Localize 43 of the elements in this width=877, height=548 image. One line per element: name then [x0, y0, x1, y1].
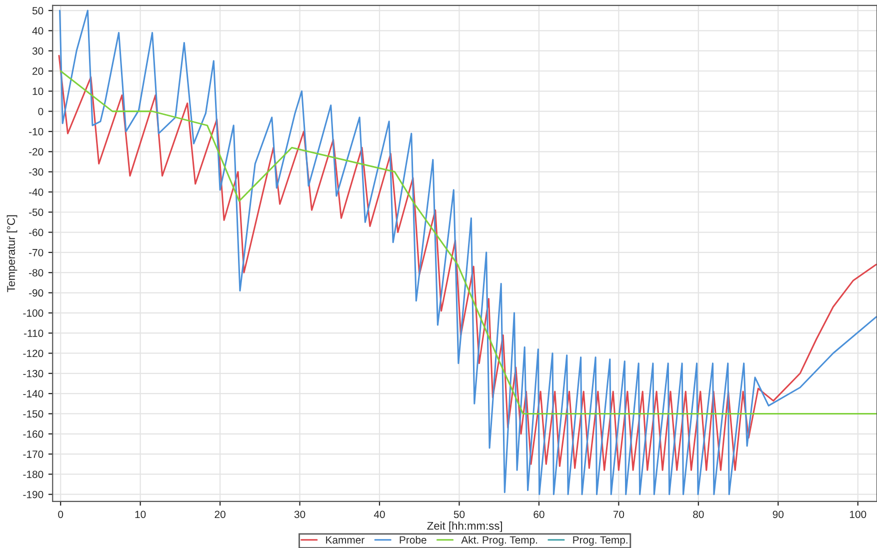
x-tick-label: 100	[850, 510, 866, 518]
x-tick-label: 50	[454, 510, 465, 518]
y-tick-label: -190	[23, 490, 44, 498]
x-tick-label: 90	[772, 510, 784, 518]
legend-label: Probe	[400, 536, 426, 544]
x-tick-label: 0	[58, 510, 64, 518]
legend-label: Prog. Temp.	[573, 536, 628, 546]
y-tick-label: 0	[38, 108, 44, 116]
y-tick-label: 20	[32, 68, 44, 75]
line-series	[60, 70, 877, 414]
y-tick-label: -40	[29, 188, 44, 196]
y-axis-title: Temperatur [°C]	[6, 215, 18, 292]
legend-label: Kammer	[326, 536, 364, 544]
x-tick-label: 20	[214, 510, 226, 518]
y-tick-label: -180	[23, 470, 44, 478]
y-tick-label: -70	[29, 248, 44, 256]
y-tick-label: -60	[29, 228, 44, 236]
y-tick-label: -150	[23, 410, 44, 418]
y-tick-label: -120	[23, 350, 44, 358]
y-tick-label: 50	[32, 7, 44, 14]
x-axis-title: Zeit [hh:mm:ss]	[427, 522, 502, 532]
y-tick-label: -20	[29, 148, 44, 156]
y-tick-label: -160	[23, 430, 44, 438]
x-tick-label: 80	[693, 510, 704, 518]
y-tick-label: -130	[23, 370, 44, 378]
x-tick-label: 40	[374, 510, 385, 518]
x-tick-label: 70	[613, 510, 624, 518]
x-tick-label: 10	[135, 510, 146, 518]
y-tick-label: -30	[29, 168, 44, 176]
legend-label: Akt. Prog. Temp.	[461, 536, 538, 546]
y-tick-label: -140	[23, 390, 44, 398]
y-tick-label: -50	[29, 208, 44, 216]
x-tick-label: 60	[534, 510, 544, 518]
y-tick-label: -100	[23, 309, 44, 317]
y-tick-label: -110	[24, 330, 44, 337]
y-tick-label: 30	[32, 47, 44, 55]
y-tick-label: -10	[29, 128, 44, 136]
y-tick-label: -90	[29, 289, 44, 297]
y-tick-label: -170	[23, 450, 44, 458]
y-tick-label: 10	[32, 88, 44, 96]
x-tick-label: 30	[294, 510, 306, 518]
y-tick-label: 40	[32, 27, 44, 35]
y-tick-label: -80	[29, 269, 44, 276]
